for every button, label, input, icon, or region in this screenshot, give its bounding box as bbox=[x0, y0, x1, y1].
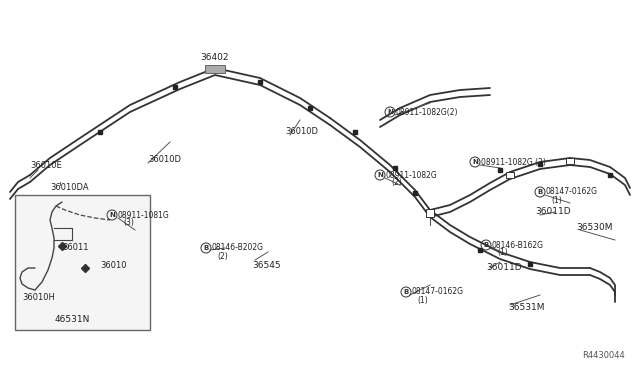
Text: B: B bbox=[204, 245, 209, 251]
Text: B: B bbox=[538, 189, 543, 195]
Text: (2): (2) bbox=[217, 251, 228, 260]
Text: 08911-1082G: 08911-1082G bbox=[386, 170, 438, 180]
Text: 36010D: 36010D bbox=[285, 128, 318, 137]
Text: 08147-0162G: 08147-0162G bbox=[546, 187, 598, 196]
Text: 36402: 36402 bbox=[201, 54, 229, 62]
Text: 36010DA: 36010DA bbox=[50, 183, 88, 192]
Text: 36545: 36545 bbox=[252, 260, 280, 269]
Text: B: B bbox=[483, 242, 488, 248]
Bar bbox=[15, 195, 150, 330]
Text: 36011: 36011 bbox=[62, 244, 88, 253]
Text: (1): (1) bbox=[497, 248, 508, 257]
Bar bbox=[506, 172, 514, 178]
Text: 08911-1082G (2): 08911-1082G (2) bbox=[481, 157, 546, 167]
Text: R4430044: R4430044 bbox=[582, 351, 625, 360]
Text: N: N bbox=[472, 159, 478, 165]
Text: N: N bbox=[109, 212, 115, 218]
Text: N: N bbox=[387, 109, 393, 115]
Text: 36011D: 36011D bbox=[486, 263, 522, 273]
Text: 08146-B162G: 08146-B162G bbox=[492, 241, 544, 250]
Text: B: B bbox=[403, 289, 408, 295]
Bar bbox=[426, 209, 434, 217]
Text: 36010: 36010 bbox=[100, 260, 127, 269]
Text: (1): (1) bbox=[551, 196, 562, 205]
Text: 36531M: 36531M bbox=[508, 304, 545, 312]
Text: (2): (2) bbox=[391, 179, 402, 187]
Text: 08911-1081G: 08911-1081G bbox=[118, 211, 170, 219]
Text: 36011D: 36011D bbox=[535, 208, 571, 217]
Text: (3): (3) bbox=[123, 218, 134, 227]
Text: 46531N: 46531N bbox=[54, 315, 90, 324]
Bar bbox=[566, 158, 574, 164]
Text: 08911-1082G(2): 08911-1082G(2) bbox=[396, 108, 458, 116]
Bar bbox=[205, 65, 225, 73]
Text: 36010E: 36010E bbox=[30, 160, 61, 170]
Text: N: N bbox=[377, 172, 383, 178]
Text: (1): (1) bbox=[417, 295, 428, 305]
Text: 08147-0162G: 08147-0162G bbox=[412, 288, 464, 296]
Text: 36530M: 36530M bbox=[576, 224, 612, 232]
Text: 36010H: 36010H bbox=[22, 294, 55, 302]
Text: 08146-B202G: 08146-B202G bbox=[212, 244, 264, 253]
Text: 36010D: 36010D bbox=[148, 155, 181, 164]
